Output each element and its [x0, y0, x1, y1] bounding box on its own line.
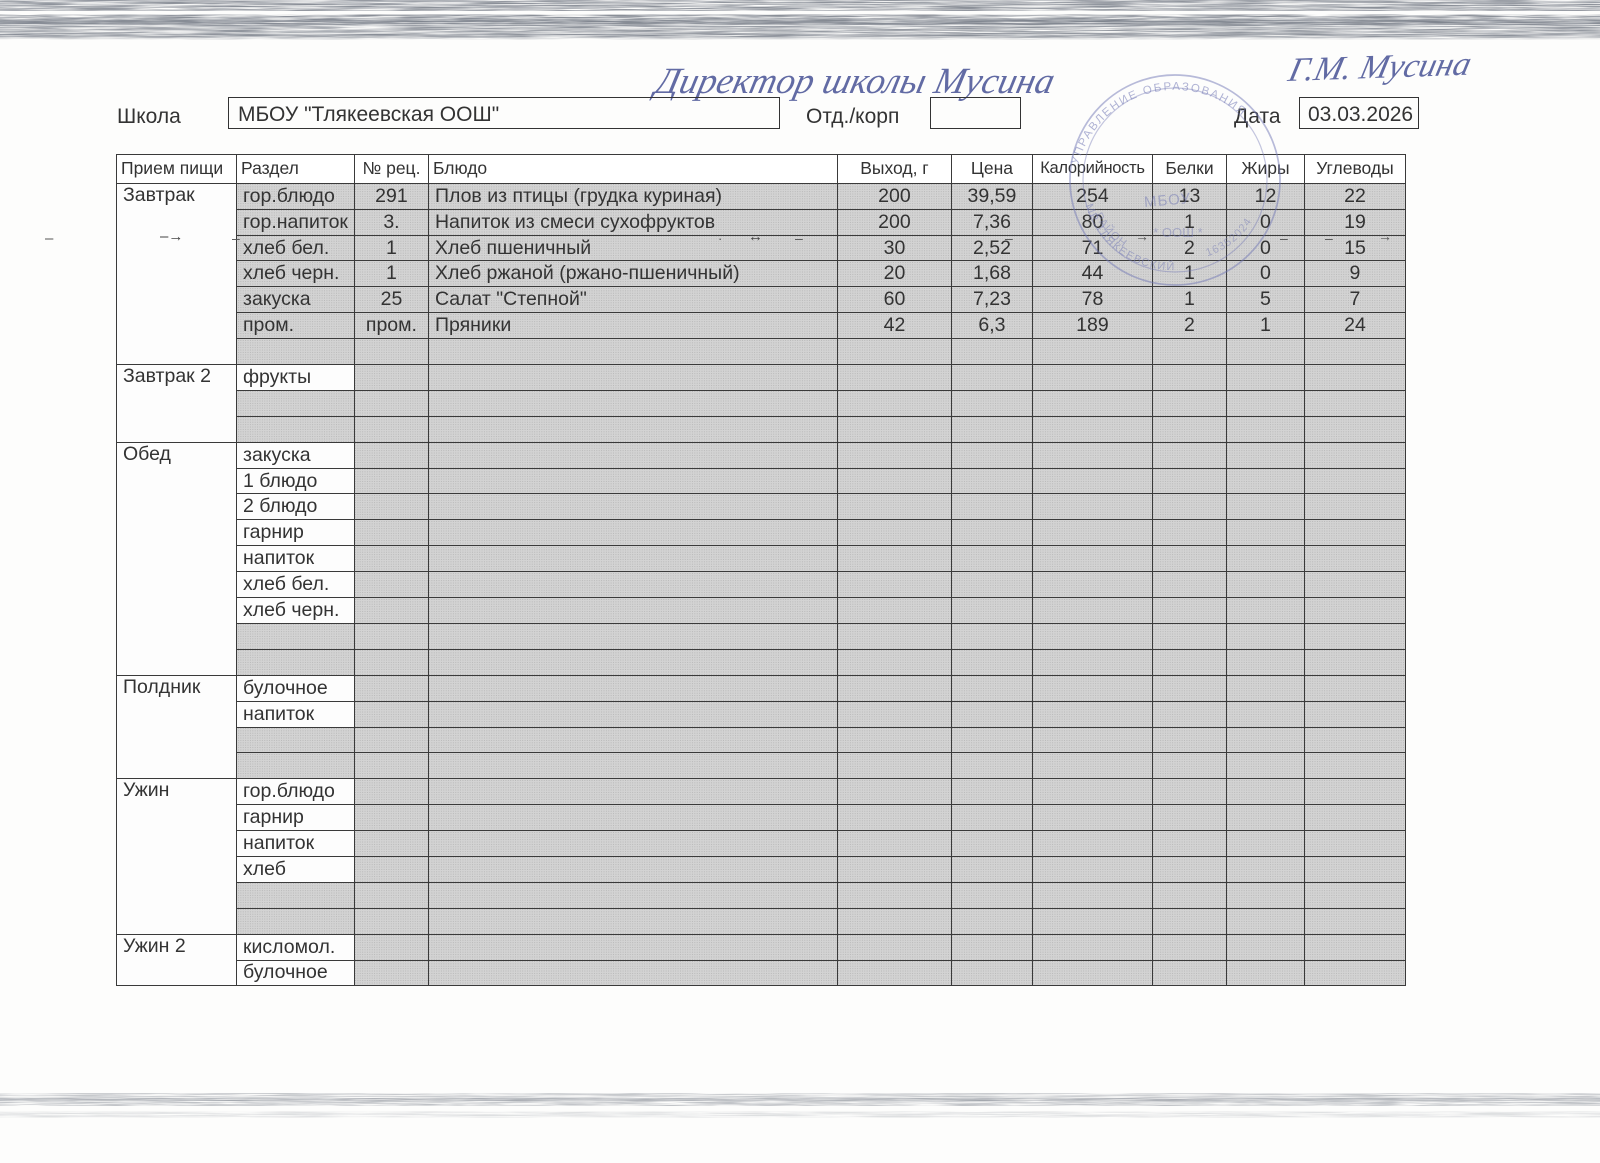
svg-text:Г.М. Мусина: Г.М. Мусина [1284, 45, 1475, 89]
svg-text:* ООШ *: * ООШ * [1153, 225, 1202, 240]
svg-text:УПРАВЛЕНИЕ ОБРАЗОВАНИЯ: УПРАВЛЕНИЕ ОБРАЗОВАНИЯ [1069, 81, 1249, 166]
svg-text:МБОУ: МБОУ [1143, 190, 1191, 211]
svg-text:Директор школы Мусина: Директор школы Мусина [649, 61, 1059, 101]
